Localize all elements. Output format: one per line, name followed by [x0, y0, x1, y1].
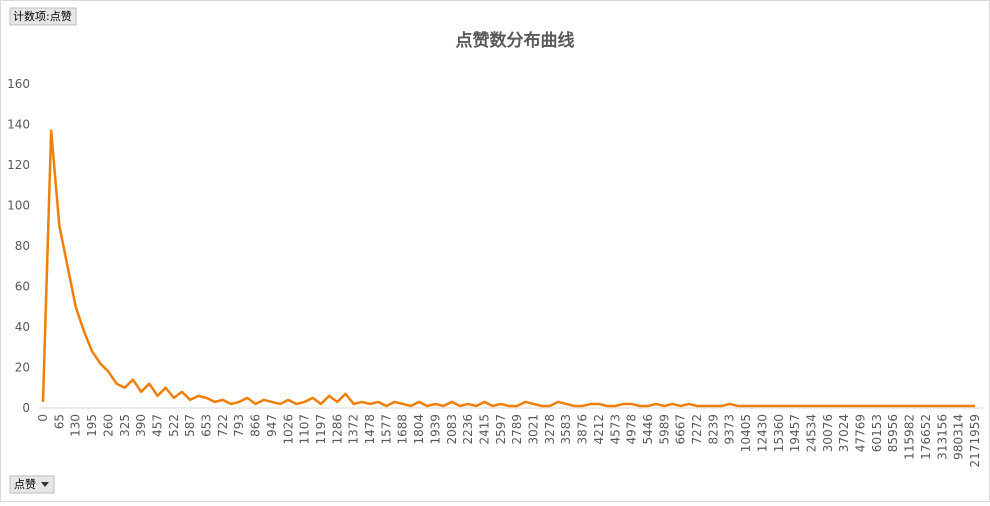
- x-tick-label: 3876: [576, 414, 590, 445]
- x-tick-label: 1688: [396, 414, 410, 445]
- x-tick-label: 5989: [657, 414, 671, 445]
- x-tick-label: 947: [265, 414, 279, 437]
- x-tick-label: 4978: [625, 414, 639, 445]
- x-tick-label: 2597: [494, 414, 508, 445]
- x-tick-label: 8239: [706, 414, 720, 445]
- filter-button[interactable]: [9, 7, 77, 26]
- x-tick-label: 3583: [559, 414, 573, 445]
- x-tick-label: 195: [85, 414, 99, 437]
- y-tick-label: 40: [15, 320, 30, 334]
- x-tick-label: 47769: [854, 414, 868, 452]
- field-button[interactable]: [9, 475, 55, 494]
- x-tick-label: 4573: [608, 414, 622, 445]
- x-tick-label: 1577: [379, 414, 393, 445]
- filter-button-label[interactable]: 计数项:点赞: [13, 10, 72, 23]
- x-tick-label: 176652: [919, 414, 933, 460]
- x-tick-label: 37024: [837, 414, 851, 452]
- chart-title: 点赞数分布曲线: [456, 30, 575, 51]
- x-tick-label: 10405: [739, 414, 753, 452]
- x-tick-label: 2415: [477, 414, 491, 445]
- x-tick-label: 866: [249, 414, 263, 437]
- x-tick-label: 7272: [690, 414, 704, 445]
- y-tick-label: 0: [22, 401, 30, 415]
- y-tick-label: 100: [7, 199, 30, 213]
- x-tick-label: 85956: [886, 414, 900, 452]
- x-tick-label: 3278: [543, 414, 557, 445]
- x-tick-label: 0: [36, 414, 50, 422]
- x-tick-label: 1372: [347, 414, 361, 445]
- x-tick-label: 19457: [788, 414, 802, 452]
- x-tick-label: 1804: [412, 414, 426, 445]
- x-tick-label: 115982: [903, 414, 917, 460]
- x-tick-label: 2789: [510, 414, 524, 445]
- y-tick-label: 120: [7, 158, 30, 172]
- x-tick-label: 4212: [592, 414, 606, 445]
- dropdown-arrow[interactable]: [41, 482, 49, 487]
- x-tick-label: 722: [216, 414, 230, 437]
- y-tick-label: 20: [15, 361, 30, 375]
- y-tick-label: 160: [7, 77, 30, 91]
- x-tick-label: 15360: [772, 414, 786, 452]
- x-tick-label: 1286: [330, 414, 344, 445]
- x-tick-label: 130: [69, 414, 83, 437]
- x-tick-label: 30076: [821, 414, 835, 452]
- x-tick-label: 12430: [755, 414, 769, 452]
- x-tick-label: 1197: [314, 414, 328, 445]
- x-tick-label: 325: [118, 414, 132, 437]
- x-tick-label: 2171959: [968, 414, 982, 467]
- x-tick-label: 522: [167, 414, 181, 437]
- y-tick-label: 60: [15, 280, 30, 294]
- x-tick-label: 1026: [281, 414, 295, 445]
- x-tick-label: 260: [101, 414, 115, 437]
- data-line: [41, 129, 975, 408]
- x-tick-label: 2083: [445, 414, 459, 445]
- x-tick-label: 793: [232, 414, 246, 437]
- x-tick-label: 457: [150, 414, 164, 437]
- x-tick-label: 3021: [527, 414, 541, 445]
- x-tick-label: 6667: [674, 414, 688, 445]
- x-tick-label: 1939: [428, 414, 442, 445]
- y-tick-label: 140: [7, 118, 30, 132]
- x-tick-label: 65: [52, 414, 66, 429]
- x-tick-label: 313156: [935, 414, 949, 460]
- x-tick-label: 1107: [298, 414, 312, 445]
- x-tick-label: 5446: [641, 414, 655, 445]
- x-tick-label: 390: [134, 414, 148, 437]
- x-tick-label: 9373: [723, 414, 737, 445]
- x-tick-label: 24534: [804, 414, 818, 452]
- field-button-label[interactable]: 点赞: [14, 478, 36, 491]
- x-tick-label: 587: [183, 414, 197, 437]
- x-tick-label: 980314: [952, 414, 966, 460]
- x-tick-label: 653: [200, 414, 214, 437]
- y-tick-label: 80: [15, 239, 30, 253]
- x-tick-label: 60153: [870, 414, 884, 452]
- x-tick-label: 2236: [461, 414, 475, 445]
- x-tick-label: 1478: [363, 414, 377, 445]
